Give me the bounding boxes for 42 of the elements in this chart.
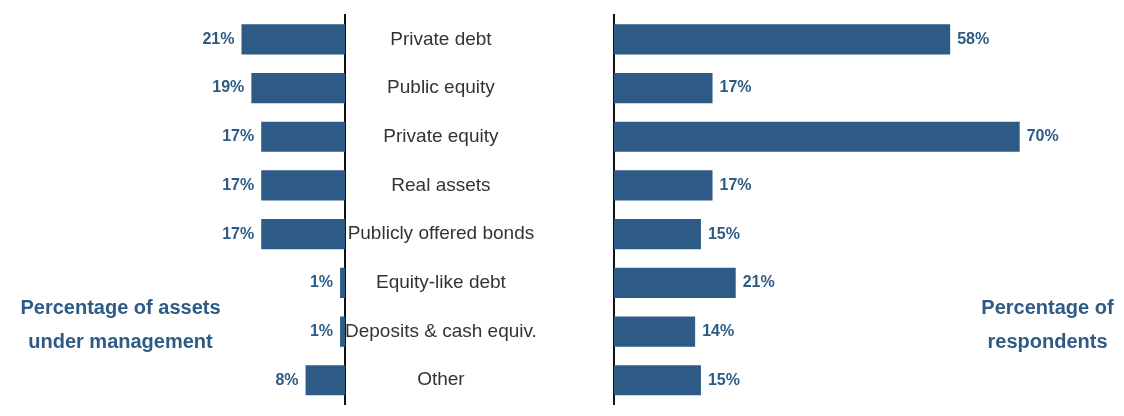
bar — [261, 170, 345, 201]
bar — [614, 316, 696, 347]
data-label: 17% — [222, 224, 255, 242]
bar — [261, 121, 345, 152]
data-label: 15% — [707, 370, 740, 388]
data-label: 19% — [212, 78, 245, 96]
bar — [614, 219, 701, 250]
data-label: 58% — [957, 29, 990, 47]
bar — [614, 121, 1020, 152]
y-tick-label: Private equity — [383, 124, 499, 146]
data-label: 21% — [202, 29, 235, 47]
bar — [251, 72, 345, 104]
bar — [614, 365, 701, 396]
data-label: 17% — [222, 175, 255, 193]
data-label: 17% — [719, 78, 752, 96]
y-tick-label: Publicly offered bonds — [347, 222, 535, 244]
bar — [614, 267, 736, 298]
data-label: 21% — [742, 273, 775, 291]
bar — [261, 219, 345, 250]
bar — [241, 24, 345, 55]
y-tick-label: Deposits & cash equiv. — [345, 319, 537, 341]
data-label: 70% — [1026, 127, 1059, 145]
data-label: 17% — [719, 175, 752, 193]
text: Percentage of assets under management — [19, 295, 222, 354]
y-tick-label: Real assets — [391, 173, 491, 195]
y-tick-label: Private debt — [390, 27, 493, 49]
data-label: 8% — [275, 370, 299, 388]
data-label: 17% — [222, 127, 255, 145]
bar — [614, 170, 713, 201]
y-tick-label: Public equity — [387, 76, 496, 98]
bar — [614, 72, 713, 104]
data-label: 1% — [309, 273, 334, 291]
data-label: 14% — [702, 321, 735, 339]
y-tick-label: Other — [417, 368, 466, 390]
y-tick-label: Equity-like debt — [375, 271, 507, 293]
bar — [340, 316, 345, 347]
bar — [340, 267, 345, 298]
data-label: 15% — [707, 224, 740, 242]
bar — [614, 24, 951, 55]
data-label: 1% — [309, 321, 334, 339]
text: Percentage of respondents — [980, 295, 1115, 354]
bar — [305, 365, 345, 396]
